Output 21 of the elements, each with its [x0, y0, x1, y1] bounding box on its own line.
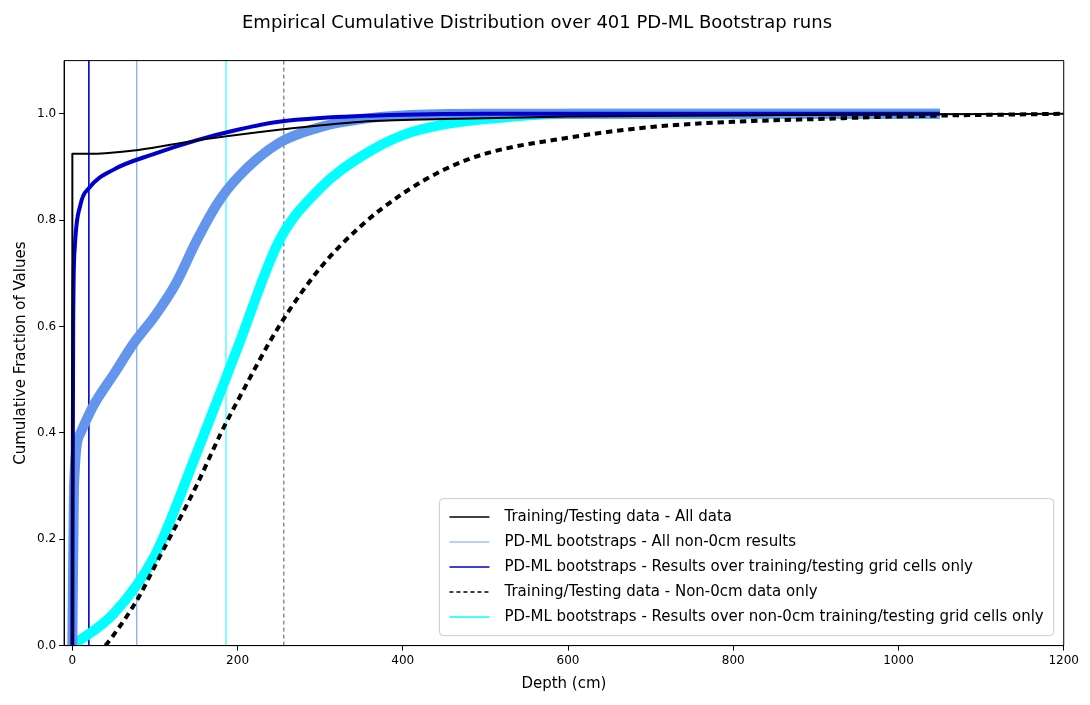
- x-axis-title: Depth (cm): [521, 673, 607, 692]
- y-tick-label: 1.0: [36, 105, 57, 120]
- x-tick-label: 600: [556, 652, 580, 667]
- x-tick-label: 1000: [883, 652, 914, 667]
- chart-title: Empirical Cumulative Distribution over 401 PD-ML Bootstrap runs: [241, 11, 833, 33]
- legend-label: PD-ML bootstraps - All non-0cm results: [504, 531, 797, 550]
- legend-label: Training/Testing data - Non-0cm data only: [503, 581, 818, 600]
- y-axis-title: Cumulative Fraction of Values: [10, 241, 29, 465]
- y-tick-label: 0.4: [36, 425, 57, 439]
- legend-label: Training/Testing data - All data: [503, 506, 733, 525]
- x-tick-label: 400: [391, 652, 415, 667]
- x-tick-label: 1200: [1048, 652, 1079, 667]
- legend-label: PD-ML bootstraps - Results over non-0cm training/testing grid cells only: [504, 606, 1044, 625]
- x-tick-label: 0: [68, 652, 77, 667]
- y-tick-label: 0.2: [36, 531, 57, 546]
- x-tick-label: 200: [226, 652, 250, 667]
- x-tick-label: 800: [721, 652, 745, 667]
- y-tick-label: 0.0: [36, 637, 57, 652]
- legend-label: PD-ML bootstraps - Results over training/testing grid cells only: [504, 556, 974, 575]
- y-tick-label: 0.8: [36, 212, 57, 227]
- y-tick-label: 0.6: [36, 318, 57, 333]
